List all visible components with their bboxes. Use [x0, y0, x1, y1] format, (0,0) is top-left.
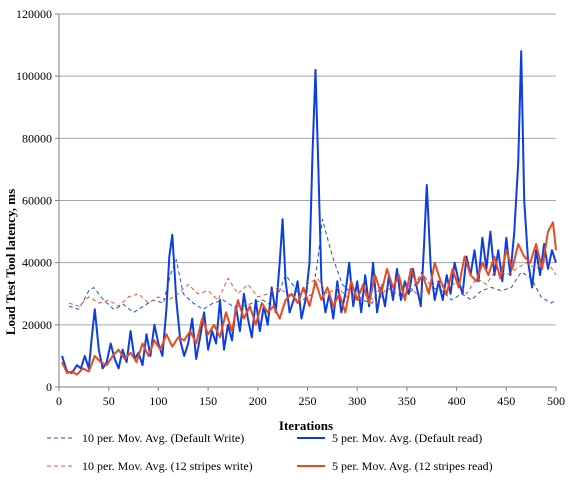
y-tick-label-6: 120000 [16, 7, 52, 21]
x-tick-label-8: 400 [448, 394, 466, 408]
x-axis-label: Iterations [279, 418, 333, 433]
x-tick-labels: 0 50 100 150 200 250 300 350 400 450 500 [56, 394, 565, 408]
x-tick-label-2: 100 [149, 394, 167, 408]
x-tick-label-4: 200 [249, 394, 267, 408]
x-tick-label-0: 0 [56, 394, 62, 408]
legend-label-1: 5 per. Mov. Avg. (Default read) [332, 431, 482, 445]
legend-label-2: 10 per. Mov. Avg. (12 stripes write) [82, 459, 253, 473]
y-tick-label-3: 60000 [22, 194, 52, 208]
x-tick-label-1: 50 [103, 394, 115, 408]
y-axis-label: Load Test Tool latency, ms [3, 189, 18, 335]
series-line-1 [61, 50, 557, 374]
x-tick-label-3: 150 [199, 394, 217, 408]
x-tick-label-7: 350 [398, 394, 416, 408]
x-tick-label-9: 450 [497, 394, 515, 408]
x-tick-label-10: 500 [547, 394, 565, 408]
y-tick-labels: 0 20000 40000 60000 80000 100000 120000 [16, 7, 52, 394]
y-tick-label-4: 80000 [22, 131, 52, 145]
x-tick-label-6: 300 [348, 394, 366, 408]
y-tick-label-5: 100000 [16, 69, 52, 83]
y-tick-label-0: 0 [46, 380, 52, 394]
series-line-3 [61, 221, 557, 376]
legend-label-3: 5 per. Mov. Avg. (12 stripes read) [332, 459, 493, 473]
y-tick-label-1: 20000 [22, 318, 52, 332]
axes [55, 13, 557, 391]
x-tick-label-5: 250 [299, 394, 317, 408]
plot-series [61, 50, 557, 376]
gridlines [59, 13, 556, 326]
y-tick-label-2: 40000 [22, 256, 52, 270]
legend-label-0: 10 per. Mov. Avg. (Default Write) [82, 431, 244, 445]
legend: 10 per. Mov. Avg. (Default Write) 5 per. … [47, 431, 493, 473]
